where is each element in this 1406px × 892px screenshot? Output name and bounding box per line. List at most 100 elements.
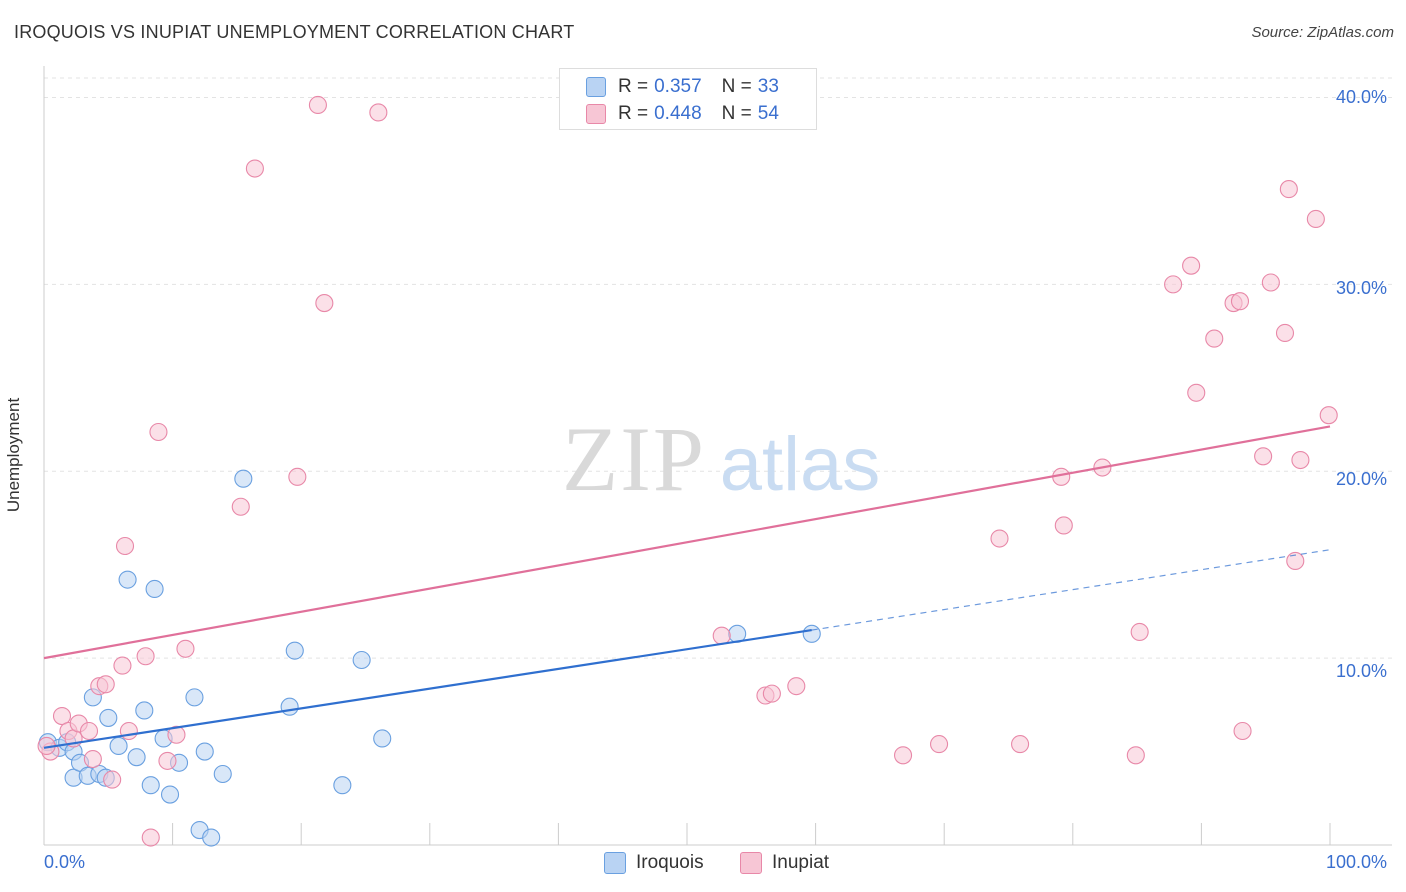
inupiat-point	[1126, 746, 1145, 765]
inupiat-point	[1205, 329, 1224, 348]
inupiat-point	[136, 647, 155, 666]
iroquois-point	[333, 776, 352, 795]
watermark-atlas: atlas	[720, 422, 881, 507]
iroquois-trend-line	[43, 629, 812, 749]
inupiat-point	[96, 675, 115, 694]
inupiat-swatch	[586, 104, 606, 124]
inupiat-point	[308, 95, 327, 115]
inupiat-point	[893, 746, 913, 765]
inupiat-point	[176, 639, 195, 658]
stats-legend-row-inupiat: R = 0.448 N = 54	[586, 102, 779, 126]
y-tick-label-10: 10.0%	[1336, 661, 1388, 681]
y-tick-label-30: 30.0%	[1336, 278, 1388, 298]
inupiat-point	[990, 529, 1009, 548]
inupiat-point	[712, 626, 731, 645]
inupiat-point	[245, 159, 264, 178]
inupiat-point	[1275, 323, 1295, 343]
inupiat-legend-label: Inupiat	[772, 852, 830, 873]
inupiat-point	[158, 751, 177, 770]
inupiat-point	[1187, 383, 1206, 402]
inupiat-point	[149, 422, 168, 442]
y-tick-label-40: 40.0%	[1336, 87, 1388, 107]
iroquois-point	[109, 736, 128, 756]
inupiat-point	[231, 497, 250, 516]
inupiat-trend-line	[43, 425, 1331, 660]
x-tick-label-min: 0.0%	[44, 852, 86, 872]
iroquois-point	[127, 748, 146, 767]
iroquois-point	[352, 650, 371, 670]
inupiat-point	[1011, 735, 1030, 754]
n-value: 54	[757, 103, 779, 124]
n-label: N =	[721, 103, 752, 124]
legend-item-iroquois: Iroquois	[604, 852, 704, 874]
iroquois-legend-label: Iroquois	[636, 852, 704, 873]
inupiat-point	[1230, 292, 1250, 311]
y-axis-label-wrap: Unemployment	[4, 398, 24, 512]
inupiat-point	[288, 467, 307, 486]
iroquois-point	[285, 641, 304, 660]
iroquois-point	[234, 469, 253, 488]
n-label: N =	[721, 76, 752, 97]
stats-legend-row-iroquois: R = 0.357 N = 33	[586, 75, 779, 99]
iroquois-point	[280, 697, 299, 716]
inupiat-point	[1233, 721, 1252, 741]
trend-lines	[43, 425, 1331, 749]
iroquois-point	[202, 828, 221, 847]
iroquois-point	[141, 776, 160, 795]
inupiat-point	[115, 536, 135, 556]
inupiat-point	[369, 103, 388, 122]
inupiat-point	[315, 294, 334, 313]
inupiat-point	[1254, 447, 1273, 466]
r-value: 0.448	[654, 103, 702, 124]
inupiat-point	[79, 721, 99, 741]
inupiat-point	[119, 721, 138, 741]
inupiat-point	[1261, 273, 1280, 292]
inupiat-point	[1291, 450, 1310, 470]
inupiat-point	[52, 707, 72, 726]
iroquois-point	[373, 729, 392, 748]
iroquois-swatch	[586, 77, 606, 97]
inupiat-point	[1306, 209, 1325, 229]
axes	[43, 66, 1392, 846]
iroquois-point	[99, 708, 118, 727]
inupiat-point	[1279, 180, 1298, 199]
r-label: R =	[618, 103, 649, 124]
iroquois-point	[802, 624, 821, 643]
inupiat-point	[83, 749, 102, 769]
inupiat-points	[37, 95, 1338, 847]
chart-title: IROQUOIS VS INUPIAT UNEMPLOYMENT CORRELA…	[14, 22, 575, 42]
stats-legend: R = 0.357 N = 33 R = 0.448 N = 54	[559, 68, 817, 130]
y-axis-label: Unemployment	[4, 397, 23, 513]
iroquois-point	[160, 785, 180, 804]
iroquois-point	[145, 579, 164, 599]
inupiat-point	[1164, 275, 1183, 294]
source-credit: Source: ZipAtlas.com	[1251, 24, 1394, 41]
r-label: R =	[618, 76, 649, 97]
iroquois-point	[195, 742, 214, 761]
inupiat-point	[1054, 516, 1073, 535]
inupiat-point	[930, 735, 949, 754]
inupiat-point	[787, 677, 806, 696]
iroquois-point	[135, 701, 154, 720]
x-tick-label-max: 100.0%	[1326, 852, 1388, 872]
inupiat-point	[141, 828, 160, 847]
inupiat-point	[103, 770, 122, 789]
n-value: 33	[757, 76, 779, 97]
inupiat-point	[762, 684, 781, 703]
iroquois-trend-extension	[811, 549, 1331, 631]
legend-item-inupiat: Inupiat	[740, 852, 829, 874]
inupiat-point	[1182, 256, 1201, 275]
r-value: 0.357	[654, 76, 702, 97]
iroquois-point	[118, 570, 137, 589]
iroquois-point	[185, 688, 204, 707]
iroquois-legend-swatch	[604, 852, 626, 874]
y-tick-label-20: 20.0%	[1336, 469, 1388, 489]
inupiat-point	[1130, 622, 1149, 642]
inupiat-legend-swatch	[740, 852, 762, 874]
inupiat-point	[113, 656, 132, 675]
watermark-zip: ZIP	[562, 408, 706, 510]
inupiat-point	[1286, 551, 1305, 571]
inupiat-point	[167, 725, 186, 744]
gridlines	[44, 77, 1392, 659]
